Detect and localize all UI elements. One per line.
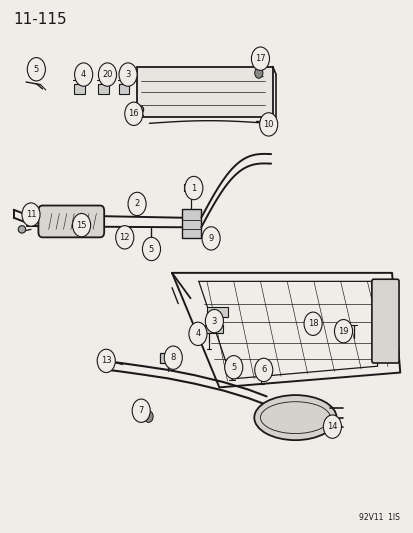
Ellipse shape bbox=[18, 225, 26, 233]
Text: 6: 6 bbox=[261, 366, 266, 374]
Text: 92V11  1IS: 92V11 1IS bbox=[358, 513, 399, 522]
Text: 5: 5 bbox=[33, 64, 39, 74]
Text: 16: 16 bbox=[128, 109, 139, 118]
Text: 20: 20 bbox=[102, 70, 112, 79]
Text: 17: 17 bbox=[254, 54, 265, 63]
Circle shape bbox=[254, 358, 272, 382]
FancyBboxPatch shape bbox=[74, 84, 85, 94]
Text: 11: 11 bbox=[26, 210, 36, 219]
Text: 3: 3 bbox=[125, 70, 131, 79]
Circle shape bbox=[72, 214, 90, 237]
FancyBboxPatch shape bbox=[183, 184, 199, 191]
Ellipse shape bbox=[134, 106, 143, 114]
Circle shape bbox=[132, 399, 150, 422]
Circle shape bbox=[128, 192, 146, 216]
Circle shape bbox=[22, 203, 40, 226]
Text: 19: 19 bbox=[337, 327, 348, 336]
Circle shape bbox=[303, 312, 321, 335]
Circle shape bbox=[184, 176, 202, 200]
FancyBboxPatch shape bbox=[206, 308, 227, 317]
Circle shape bbox=[205, 310, 223, 333]
Circle shape bbox=[259, 113, 277, 136]
Text: 5: 5 bbox=[230, 363, 236, 372]
Text: 1: 1 bbox=[191, 183, 196, 192]
FancyBboxPatch shape bbox=[38, 206, 104, 237]
Circle shape bbox=[323, 415, 341, 438]
Text: 13: 13 bbox=[101, 357, 111, 366]
FancyBboxPatch shape bbox=[98, 84, 109, 94]
Circle shape bbox=[27, 58, 45, 81]
FancyBboxPatch shape bbox=[307, 322, 318, 330]
Circle shape bbox=[164, 346, 182, 369]
Text: 3: 3 bbox=[211, 317, 216, 326]
Text: 5: 5 bbox=[149, 245, 154, 254]
Text: 2: 2 bbox=[134, 199, 139, 208]
Circle shape bbox=[254, 68, 262, 78]
Circle shape bbox=[98, 63, 116, 86]
FancyBboxPatch shape bbox=[159, 353, 176, 363]
Circle shape bbox=[224, 356, 242, 379]
Ellipse shape bbox=[254, 395, 336, 440]
Text: 4: 4 bbox=[81, 70, 86, 79]
Circle shape bbox=[251, 47, 269, 70]
Text: 18: 18 bbox=[307, 319, 318, 328]
Circle shape bbox=[142, 237, 160, 261]
Text: 4: 4 bbox=[195, 329, 200, 338]
FancyBboxPatch shape bbox=[118, 84, 129, 94]
Text: 8: 8 bbox=[170, 353, 176, 362]
Circle shape bbox=[202, 227, 220, 250]
Text: 12: 12 bbox=[119, 233, 130, 242]
Circle shape bbox=[334, 319, 352, 343]
Circle shape bbox=[124, 102, 142, 125]
Circle shape bbox=[119, 63, 137, 86]
Text: 7: 7 bbox=[138, 406, 144, 415]
Circle shape bbox=[188, 322, 206, 345]
Circle shape bbox=[97, 349, 115, 373]
FancyBboxPatch shape bbox=[371, 279, 398, 363]
FancyBboxPatch shape bbox=[181, 209, 201, 238]
Text: 11-115: 11-115 bbox=[14, 12, 67, 27]
Circle shape bbox=[144, 411, 153, 422]
Text: 10: 10 bbox=[263, 120, 273, 129]
Circle shape bbox=[115, 225, 133, 249]
FancyBboxPatch shape bbox=[137, 67, 272, 117]
FancyBboxPatch shape bbox=[204, 325, 223, 333]
Text: 9: 9 bbox=[208, 234, 213, 243]
Text: 15: 15 bbox=[76, 221, 87, 230]
Text: 14: 14 bbox=[326, 422, 337, 431]
Circle shape bbox=[74, 63, 93, 86]
